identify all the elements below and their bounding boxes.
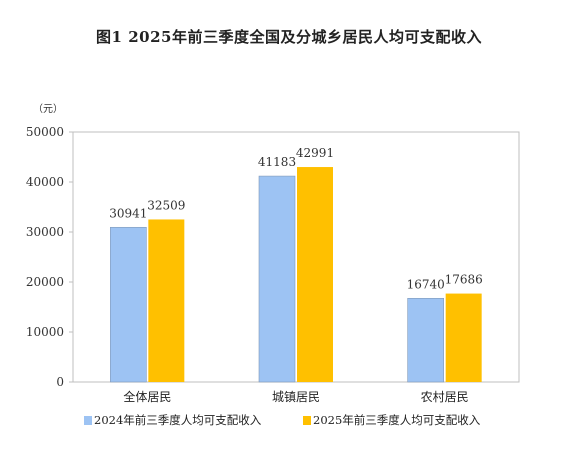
y-tick-label: 0 [56, 375, 64, 389]
chart-title: 图1 2025年前三季度全国及分城乡居民人均可支配收入 [96, 28, 482, 46]
category-label: 农村居民 [421, 390, 469, 404]
bar-2024-2 [407, 297, 444, 383]
data-label: 17686 [445, 273, 483, 287]
legend-swatch [84, 416, 92, 425]
legend-swatch [303, 416, 311, 425]
legend-entry: 2024年前三季度人均可支配收入 [94, 413, 262, 427]
bar-2025-1 [297, 167, 333, 382]
y-tick-label: 20000 [26, 275, 64, 289]
category-label: 全体居民 [123, 389, 171, 404]
data-label: 32509 [147, 198, 185, 212]
data-label: 16740 [407, 277, 445, 291]
y-tick-label: 50000 [26, 125, 64, 139]
bar-2024-0 [110, 226, 147, 383]
data-label: 42991 [296, 146, 334, 160]
bar-2024-1 [258, 175, 296, 383]
legend-entry: 2025年前三季度人均可支配收入 [313, 413, 481, 427]
y-unit-label: （元） [33, 103, 63, 115]
data-label: 41183 [258, 155, 296, 169]
plot-frame [72, 131, 520, 383]
y-tick-label: 30000 [26, 225, 64, 239]
y-tick-label: 40000 [26, 175, 64, 189]
bar-2025-0 [148, 219, 185, 382]
data-label: 30941 [109, 206, 147, 220]
y-tick-label: 10000 [26, 325, 64, 339]
bar-2025-2 [445, 293, 482, 382]
category-label: 城镇居民 [272, 390, 320, 404]
